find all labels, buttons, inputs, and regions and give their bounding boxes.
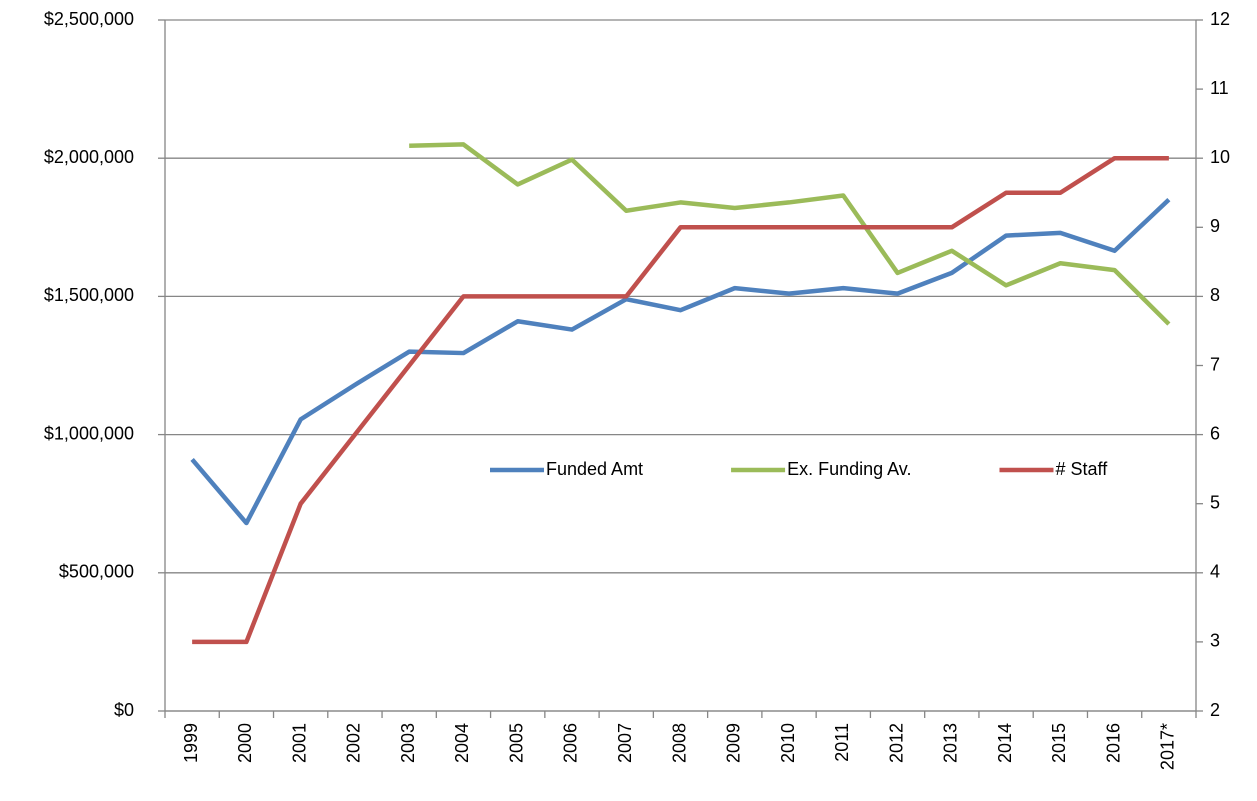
legend-label: # Staff xyxy=(1055,459,1108,479)
y2-tick-label: 9 xyxy=(1210,216,1220,236)
x-tick-label: 2010 xyxy=(778,723,798,763)
x-tick-label: 2002 xyxy=(344,723,364,763)
x-tick-label: 2009 xyxy=(724,723,744,763)
x-tick-label: 2008 xyxy=(669,723,689,763)
x-tick-label: 2017* xyxy=(1158,723,1178,770)
y2-tick-label: 8 xyxy=(1210,285,1220,305)
x-tick-label: 2003 xyxy=(398,723,418,763)
x-tick-label: 2004 xyxy=(452,723,472,763)
y-tick-label: $1,500,000 xyxy=(44,285,134,305)
y-tick-label: $0 xyxy=(114,700,134,720)
legend-label: Ex. Funding Av. xyxy=(787,459,911,479)
y2-tick-label: 7 xyxy=(1210,354,1220,374)
series-line xyxy=(409,142,1171,326)
y2-tick-label: 3 xyxy=(1210,631,1220,651)
y2-tick-label: 5 xyxy=(1210,492,1220,512)
x-tick-label: 2006 xyxy=(561,723,581,763)
x-tick-label: 2016 xyxy=(1103,723,1123,763)
x-tick-label: 2005 xyxy=(506,723,526,763)
y2-tick-label: 11 xyxy=(1210,78,1229,98)
y2-tick-label: 2 xyxy=(1210,700,1220,720)
x-tick-label: 2001 xyxy=(289,723,309,763)
x-tick-label: 2007 xyxy=(615,723,635,763)
x-tick-label: 2000 xyxy=(235,723,255,763)
series-line xyxy=(192,155,1169,645)
x-tick-label: 2014 xyxy=(995,723,1015,763)
y2-tick-label: 12 xyxy=(1210,9,1230,29)
y-tick-label: $500,000 xyxy=(59,562,134,582)
series-line xyxy=(190,198,1171,526)
x-tick-label: 2011 xyxy=(832,723,852,762)
y2-tick-label: 10 xyxy=(1210,147,1230,167)
legend-label: Funded Amt xyxy=(546,459,643,479)
x-tick-label: 2013 xyxy=(941,723,961,763)
y-tick-label: $1,000,000 xyxy=(44,423,134,443)
legend: Funded Amt Ex. Funding Av. # Staff xyxy=(490,459,1108,479)
y-tick-label: $2,500,000 xyxy=(44,9,134,29)
x-tick-label: 2015 xyxy=(1049,723,1069,763)
y-tick-label: $2,000,000 xyxy=(44,147,134,167)
x-tick-label: 2012 xyxy=(886,723,906,763)
x-tick-label: 1999 xyxy=(181,723,201,763)
y2-tick-label: 6 xyxy=(1210,423,1220,443)
y2-tick-label: 4 xyxy=(1210,562,1220,582)
